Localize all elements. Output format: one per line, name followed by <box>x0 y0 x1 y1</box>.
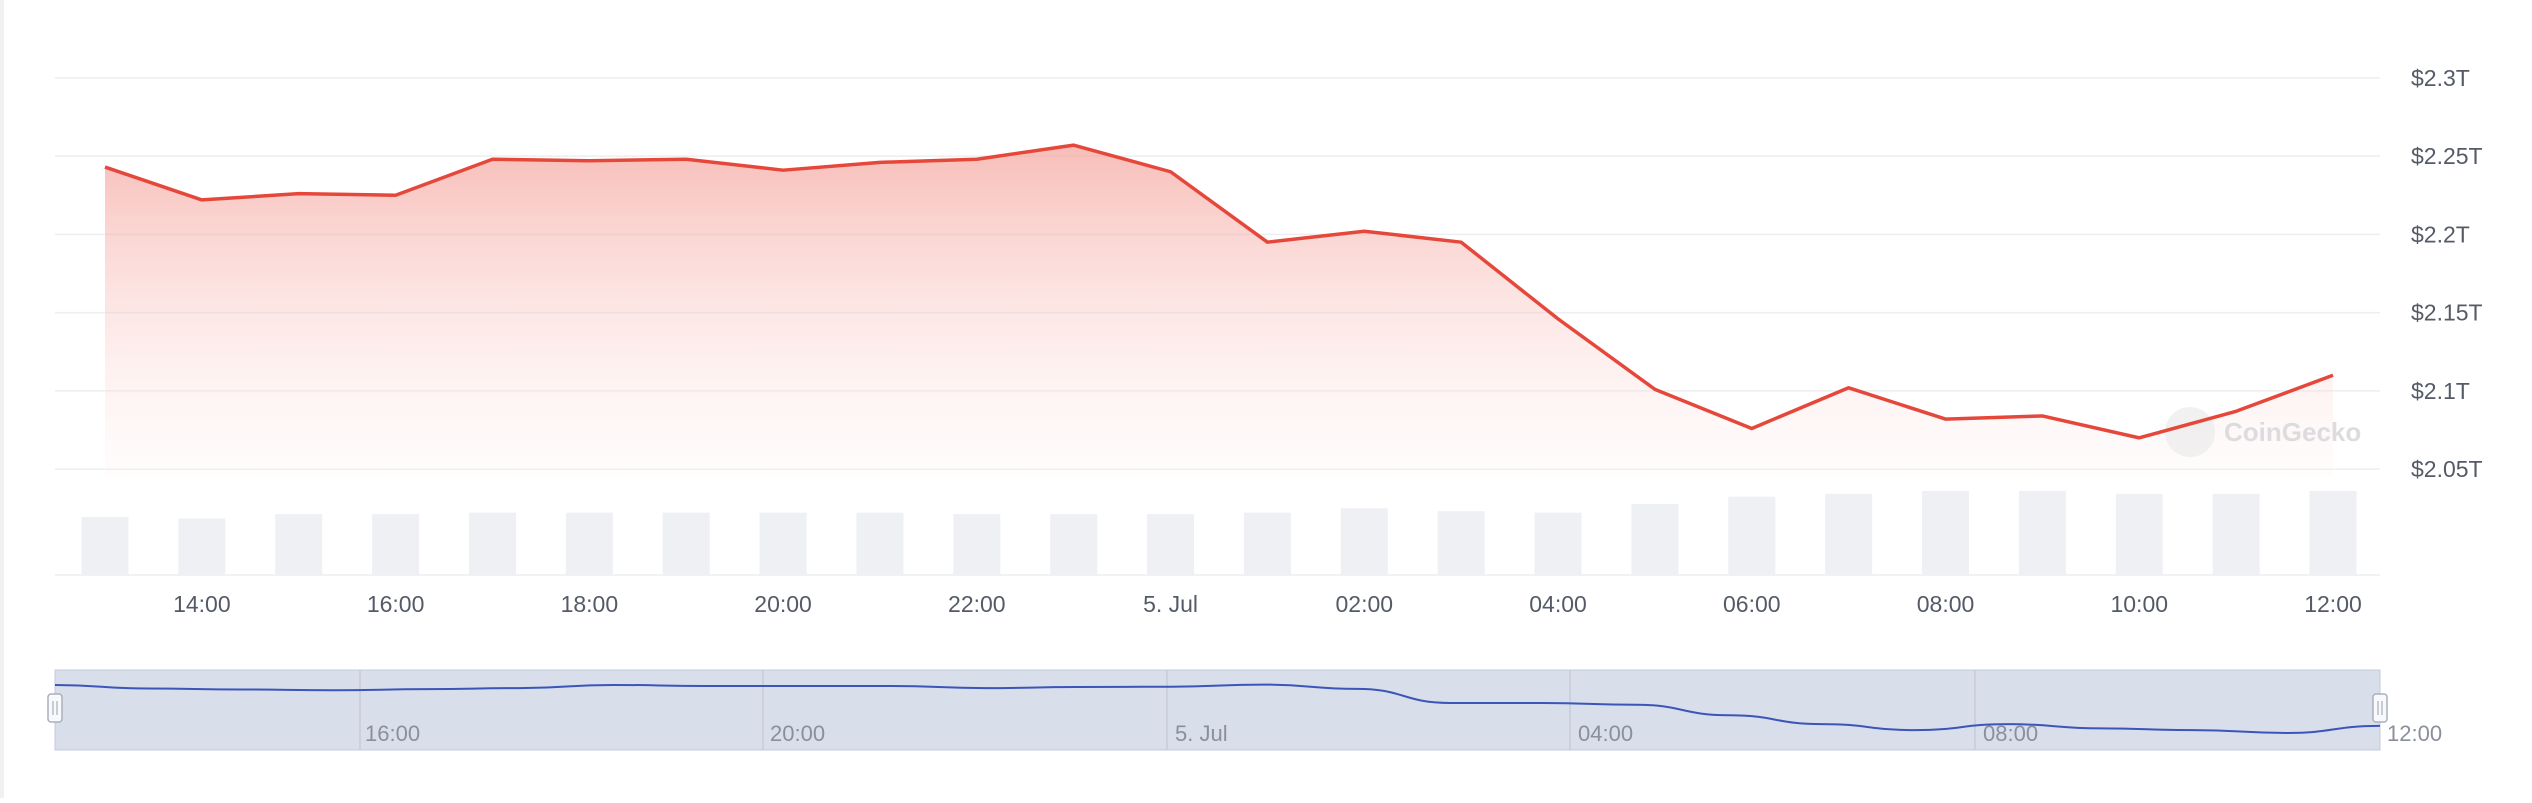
volume-bar <box>856 512 904 575</box>
price-area <box>105 145 2333 477</box>
volume-bar <box>1631 503 1679 575</box>
volume-bar <box>372 514 420 575</box>
x-tick-label: 08:00 <box>1917 591 1975 617</box>
volume-bar <box>1437 511 1485 575</box>
navigator-selection[interactable] <box>54 669 2381 751</box>
coingecko-logo-icon <box>2165 407 2215 457</box>
x-axis-labels: 14:00 16:00 18:00 20:00 22:00 5. Jul 02:00 04:0… <box>173 591 2362 617</box>
range-navigator[interactable]: 16:00 20:00 5. Jul 04:00 08:00 12:00 <box>47 669 2442 751</box>
volume-bar <box>953 514 1001 575</box>
navigator-label: 5. Jul <box>1175 721 1228 746</box>
x-tick-label: 18:00 <box>561 591 619 617</box>
navigator-line <box>54 683 2381 734</box>
volume-bar <box>1050 514 1098 575</box>
volume-bar <box>1534 512 1582 575</box>
volume-bar <box>275 514 323 575</box>
y-tick-label: $2.1T <box>2411 378 2470 404</box>
navigator-left-handle[interactable] <box>47 693 63 723</box>
volume-bar <box>662 512 710 575</box>
y-tick-label: $2.25T <box>2411 143 2483 169</box>
volume-bar <box>1922 490 1970 575</box>
handle-grip[interactable] <box>2372 693 2388 723</box>
volume-bar <box>1147 514 1195 575</box>
volume-bar <box>565 512 613 575</box>
y-tick-label: $2.3T <box>2411 65 2470 91</box>
volume-bar <box>2018 490 2066 575</box>
volume-bar <box>759 512 807 575</box>
x-tick-label: 12:00 <box>2304 591 2362 617</box>
x-tick-label: 20:00 <box>754 591 812 617</box>
navigator-label: 04:00 <box>1578 721 1633 746</box>
volume-bar <box>178 518 226 575</box>
volume-bars <box>81 490 2357 575</box>
x-tick-label: 5. Jul <box>1143 591 1198 617</box>
volume-bar <box>1243 512 1291 575</box>
x-tick-label: 16:00 <box>367 591 425 617</box>
x-tick-label: 06:00 <box>1723 591 1781 617</box>
navigator-label: 16:00 <box>365 721 420 746</box>
y-axis-labels: $2.3T $2.25T $2.2T $2.15T $2.1T $2.05T <box>2411 65 2483 482</box>
y-tick-label: $2.05T <box>2411 456 2483 482</box>
volume-bar <box>1728 496 1776 575</box>
x-tick-label: 14:00 <box>173 591 231 617</box>
navigator-label: 08:00 <box>1983 721 2038 746</box>
x-tick-label: 04:00 <box>1529 591 1587 617</box>
price-area-fill <box>105 145 2333 477</box>
volume-bar <box>1825 493 1873 575</box>
volume-bar <box>468 512 516 575</box>
volume-bar <box>1340 508 1388 575</box>
x-tick-label: 22:00 <box>948 591 1006 617</box>
price-line <box>104 143 2334 440</box>
navigator-label: 12:00 <box>2387 721 2442 746</box>
handle-grip[interactable] <box>47 693 63 723</box>
volume-bar <box>81 517 129 575</box>
watermark-text: CoinGecko <box>2224 417 2361 447</box>
y-tick-label: $2.15T <box>2411 300 2483 326</box>
volume-bar <box>2115 493 2163 575</box>
x-tick-label: 10:00 <box>2110 591 2168 617</box>
navigator-label: 20:00 <box>770 721 825 746</box>
navigator-right-handle[interactable] <box>2372 693 2388 723</box>
volume-bar <box>2212 493 2260 575</box>
x-tick-label: 02:00 <box>1336 591 1394 617</box>
price-line-path <box>104 143 2334 440</box>
volume-bar <box>2309 490 2357 575</box>
left-edge-divider <box>0 0 4 798</box>
y-tick-label: $2.2T <box>2411 221 2470 247</box>
